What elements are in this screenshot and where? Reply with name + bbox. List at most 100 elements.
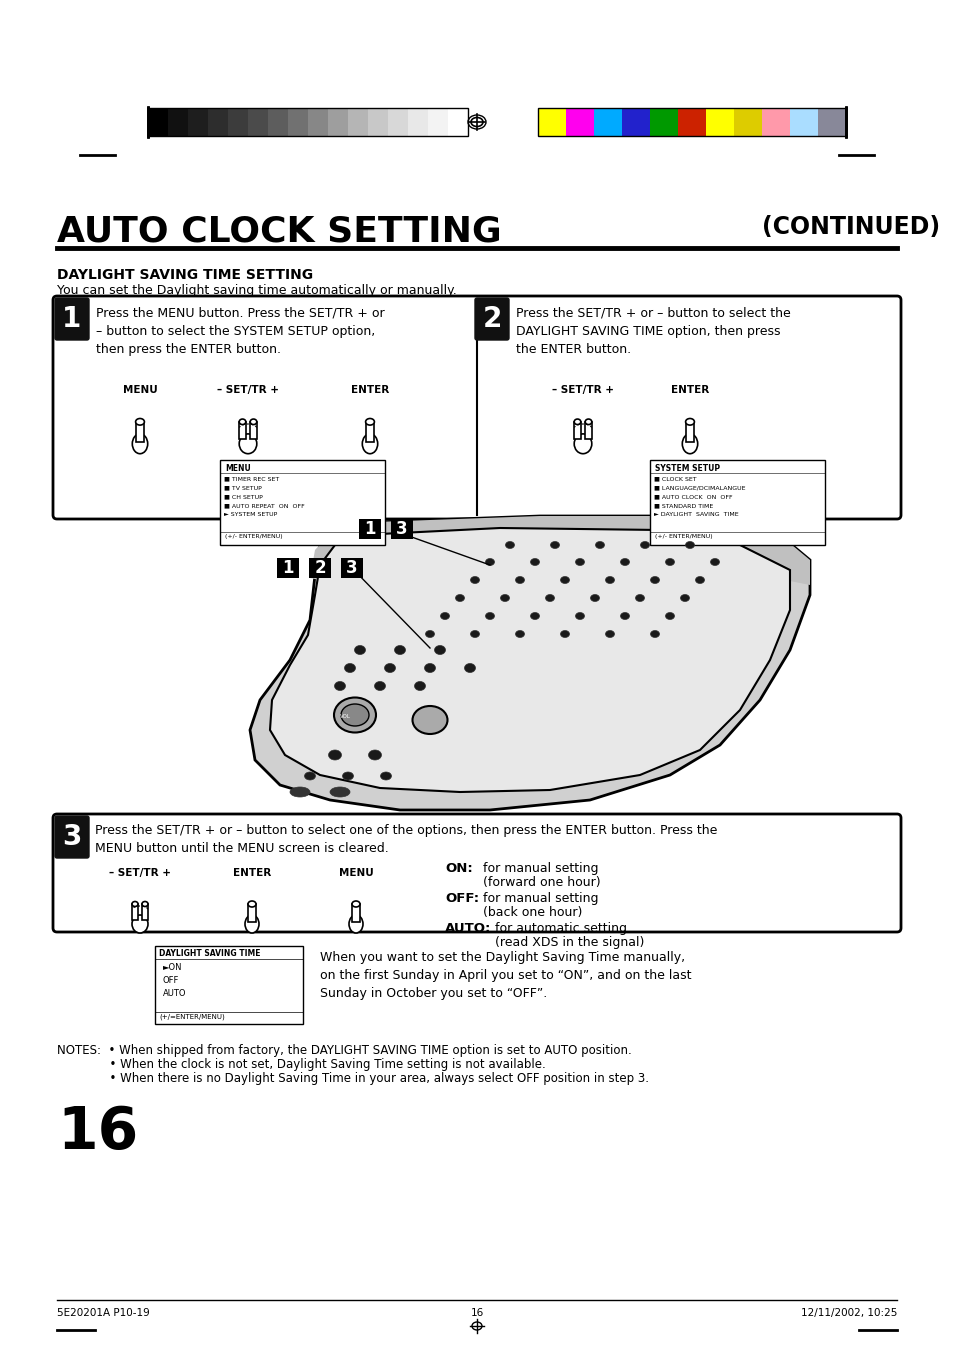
Bar [685,422,694,442]
Ellipse shape [132,915,148,934]
Text: (forward one hour): (forward one hour) [482,875,600,889]
Bar [250,422,256,439]
Ellipse shape [619,558,629,566]
Bar [365,422,374,442]
Ellipse shape [574,419,580,424]
Text: SYSTEM SETUP: SYSTEM SETUP [655,463,720,473]
Text: AUTO: AUTO [163,989,186,998]
Text: • When there is no Daylight Saving Time in your area, always select OFF position: • When there is no Daylight Saving Time … [57,1071,648,1085]
Ellipse shape [619,612,629,620]
Ellipse shape [434,646,445,654]
Text: – SET/TR +: – SET/TR + [552,385,614,394]
Bar [391,519,413,539]
Bar [574,422,580,439]
Ellipse shape [290,788,310,797]
Text: AUTO CLOCK SETTING: AUTO CLOCK SETTING [57,215,501,249]
Ellipse shape [334,697,375,732]
Bar [308,108,328,136]
Ellipse shape [685,419,694,426]
Ellipse shape [590,594,598,601]
Ellipse shape [375,681,385,690]
Text: (back one hour): (back one hour) [482,907,581,919]
FancyBboxPatch shape [55,299,89,340]
Bar [537,108,845,136]
Text: ■ LANGUAGE/DCIMALANGUE: ■ LANGUAGE/DCIMALANGUE [654,485,744,490]
Ellipse shape [639,542,649,549]
Ellipse shape [515,577,524,584]
Bar [309,558,331,578]
Bar [248,108,268,136]
Ellipse shape [344,663,355,673]
Text: 1: 1 [62,305,82,332]
FancyBboxPatch shape [475,299,509,340]
Text: 3: 3 [346,559,357,577]
Ellipse shape [395,646,405,654]
Ellipse shape [584,419,591,424]
Bar [761,108,789,136]
Text: ■ TIMER REC SET: ■ TIMER REC SET [224,476,279,481]
Ellipse shape [142,901,148,907]
Text: OFF:: OFF: [444,892,478,905]
Bar [388,108,408,136]
Ellipse shape [515,631,524,638]
Ellipse shape [245,915,258,934]
Ellipse shape [368,750,381,761]
Text: When you want to set the Daylight Saving Time manually,
on the first Sunday in A: When you want to set the Daylight Saving… [319,951,691,1000]
Ellipse shape [650,631,659,638]
Ellipse shape [545,594,554,601]
Text: DAYLIGHT SAVING TIME SETTING: DAYLIGHT SAVING TIME SETTING [57,267,313,282]
Bar [239,422,246,439]
FancyBboxPatch shape [53,296,900,519]
Bar [352,904,359,921]
Ellipse shape [575,558,584,566]
Text: (read XDS in the signal): (read XDS in the signal) [495,936,643,948]
Text: ► SYSTEM SETUP: ► SYSTEM SETUP [224,512,277,517]
Bar [733,108,761,136]
Text: Press the MENU button. Press the SET/TR + or
– button to select the SYSTEM SETUP: Press the MENU button. Press the SET/TR … [96,307,384,357]
Bar [348,108,368,136]
Text: 3: 3 [395,520,407,538]
Text: ENTER: ENTER [351,385,389,394]
Ellipse shape [349,915,363,934]
Text: 3: 3 [62,823,82,851]
Text: – SET/TR +: – SET/TR + [109,867,171,878]
Ellipse shape [679,594,689,601]
Ellipse shape [250,419,256,424]
Ellipse shape [365,419,374,426]
Polygon shape [250,516,809,811]
Ellipse shape [595,542,604,549]
FancyBboxPatch shape [53,815,900,932]
Text: ► DAYLIGHT  SAVING  TIME: ► DAYLIGHT SAVING TIME [654,512,738,517]
Bar [142,904,148,920]
Text: OFF: OFF [163,975,179,985]
Ellipse shape [575,612,584,620]
Text: • When the clock is not set, Daylight Saving Time setting is not available.: • When the clock is not set, Daylight Sa… [57,1058,545,1071]
Bar [789,108,817,136]
Bar [208,108,228,136]
Text: ►ON: ►ON [163,963,182,971]
Bar [649,108,678,136]
Ellipse shape [414,681,425,690]
Text: 1: 1 [364,520,375,538]
Ellipse shape [464,663,475,673]
Text: (+/=ENTER/MENU): (+/=ENTER/MENU) [159,1015,225,1020]
Ellipse shape [335,681,345,690]
Ellipse shape [380,771,391,780]
Ellipse shape [635,594,644,601]
Text: Press the SET/TR + or – button to select the
DAYLIGHT SAVING TIME option, then p: Press the SET/TR + or – button to select… [516,307,790,357]
Ellipse shape [470,577,479,584]
Bar [188,108,208,136]
Text: 2: 2 [482,305,501,332]
Text: ON:: ON: [444,862,473,875]
Bar [649,459,824,544]
Text: ■ CH SETUP: ■ CH SETUP [224,494,262,499]
Bar [340,558,363,578]
Text: ■ TV SETUP: ■ TV SETUP [224,485,261,490]
Text: 1: 1 [282,559,294,577]
Ellipse shape [239,434,256,454]
FancyBboxPatch shape [55,816,89,858]
Bar [248,904,255,921]
Text: for manual setting: for manual setting [482,892,598,905]
Text: MENU: MENU [338,867,373,878]
Ellipse shape [574,434,591,454]
